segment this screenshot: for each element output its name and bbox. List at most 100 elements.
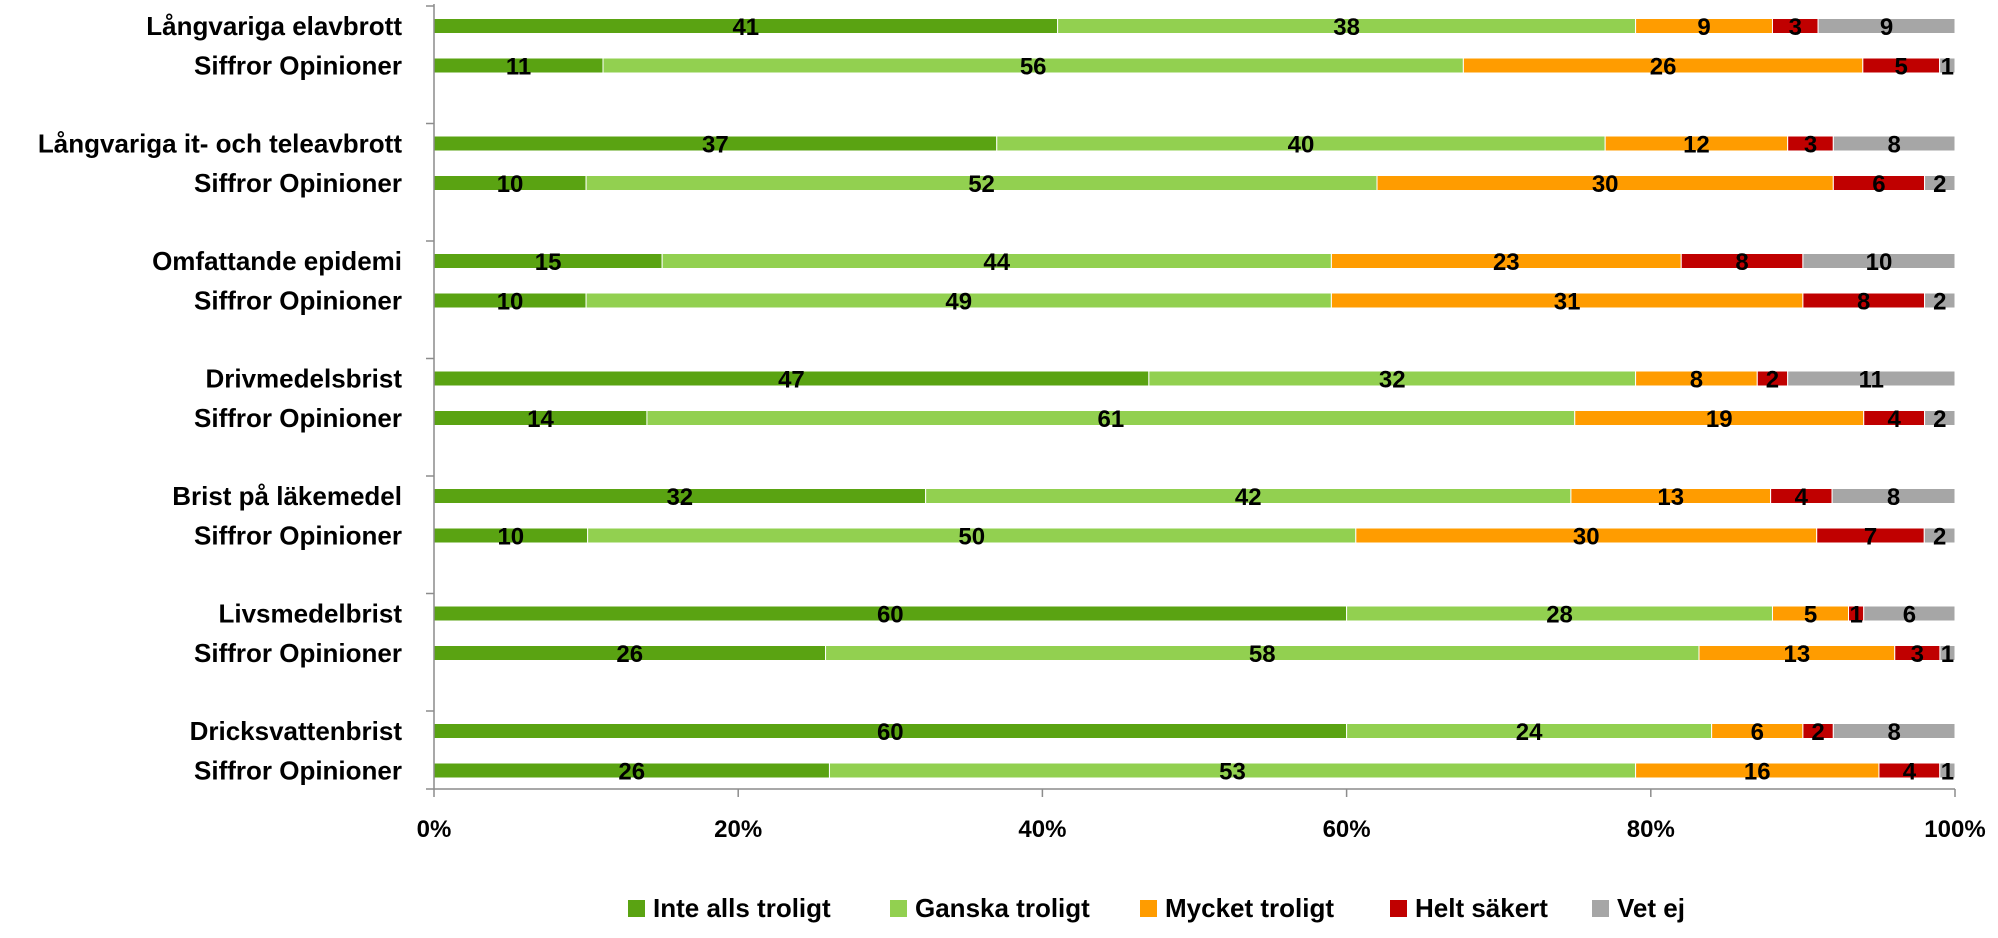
data-label: 6 (1751, 719, 1764, 746)
tick-labels-layer: 0% 20% 40% 60% 80% 100% (417, 816, 1986, 843)
data-label: 26 (618, 759, 645, 786)
data-label: 30 (1592, 171, 1619, 198)
data-label: 28 (1546, 602, 1573, 629)
x-tick-label: 40% (1018, 816, 1066, 843)
data-label: 1 (1941, 641, 1954, 668)
legend-swatch (628, 900, 645, 917)
data-label: 60 (877, 602, 904, 629)
data-label: 7 (1864, 524, 1877, 551)
category-label: Siffror Opinioner (194, 286, 402, 316)
category-label: Siffror Opinioner (194, 521, 402, 551)
category-label: Omfattande epidemi (152, 246, 402, 276)
category-label: Siffror Opinioner (194, 51, 402, 81)
legend-label: Vet ej (1617, 893, 1685, 923)
data-label: 60 (877, 719, 904, 746)
bar-segment (1802, 253, 1956, 269)
legend-swatch (890, 900, 907, 917)
data-label: 32 (1379, 367, 1406, 394)
data-label: 1 (1941, 54, 1954, 81)
bar-segment (1924, 410, 1956, 426)
bar-segment (1939, 57, 1956, 74)
data-label: 40 (1288, 132, 1315, 159)
data-label: 31 (1554, 289, 1581, 316)
category-label: Långvariga elavbrott (146, 11, 402, 41)
data-label: 8 (1735, 249, 1748, 276)
data-label: 24 (1516, 719, 1543, 746)
data-label: 49 (945, 289, 972, 316)
data-label: 5 (1804, 602, 1817, 629)
legend-label: Mycket troligt (1165, 893, 1334, 923)
bar-segment (1787, 370, 1956, 387)
data-label: 16 (1744, 759, 1771, 786)
data-label: 11 (1859, 367, 1884, 394)
data-label: 5 (1895, 54, 1908, 81)
data-label: 12 (1683, 132, 1710, 159)
bar-segment (1939, 645, 1956, 661)
x-tick-label: 100% (1924, 816, 1985, 843)
data-label: 10 (1866, 249, 1893, 276)
bar-segment (1863, 605, 1956, 622)
data-label: 42 (1235, 484, 1262, 511)
data-label: 1 (1849, 602, 1862, 629)
data-label: 10 (497, 524, 524, 551)
data-label: 8 (1857, 289, 1870, 316)
data-label: 4 (1887, 406, 1901, 433)
legend-label: Helt säkert (1415, 893, 1548, 923)
category-label: Dricksvattenbrist (190, 716, 403, 746)
bar-segment (1924, 175, 1956, 191)
data-label: 56 (1020, 54, 1047, 81)
axes-layer (426, 4, 1956, 797)
data-label: 4 (1903, 759, 1917, 786)
bar-segment (1923, 527, 1956, 544)
category-labels-layer: Långvariga elavbrott Siffror Opinioner Lån… (38, 11, 402, 786)
category-label: Siffror Opinioner (194, 756, 402, 786)
bar-segment (1939, 762, 1956, 779)
bar-segment (1832, 723, 1956, 739)
category-label: Siffror Opinioner (194, 168, 402, 198)
data-label: 10 (497, 171, 524, 198)
data-label: 61 (1097, 406, 1124, 433)
data-label: 2 (1933, 289, 1946, 316)
category-label: Drivmedelsbrist (205, 364, 402, 394)
category-label: Livsmedelbrist (218, 599, 402, 629)
data-label: 37 (702, 132, 729, 159)
legend-swatch (1592, 900, 1609, 917)
data-label: 52 (968, 171, 995, 198)
legend-swatch (1390, 900, 1407, 917)
data-label: 2 (1933, 406, 1946, 433)
x-tick-label: 20% (714, 816, 762, 843)
data-label: 41 (732, 14, 759, 41)
data-label: 8 (1690, 367, 1703, 394)
data-label: 14 (527, 406, 554, 433)
data-label: 13 (1657, 484, 1684, 511)
data-label: 26 (616, 641, 643, 668)
data-label: 32 (666, 484, 693, 511)
data-label: 8 (1887, 484, 1900, 511)
data-label: 47 (778, 367, 805, 394)
data-label: 4 (1795, 484, 1809, 511)
data-label: 8 (1887, 132, 1900, 159)
data-label: 15 (535, 249, 562, 276)
legend: Inte alls troligt Ganska troligt Mycket tr… (628, 893, 1685, 923)
data-label: 2 (1933, 171, 1946, 198)
legend-label: Ganska troligt (915, 893, 1090, 923)
data-label: 19 (1706, 406, 1733, 433)
data-label: 8 (1887, 719, 1900, 746)
category-label: Långvariga it- och teleavbrott (38, 129, 402, 159)
bar-segment (1924, 292, 1956, 309)
data-label: 30 (1573, 524, 1600, 551)
bar-segment (1832, 135, 1956, 152)
data-label: 9 (1697, 14, 1710, 41)
data-label: 6 (1872, 171, 1885, 198)
data-label: 1 (1941, 759, 1954, 786)
data-label: 44 (983, 249, 1010, 276)
data-label: 10 (497, 289, 524, 316)
data-label: 26 (1650, 54, 1677, 81)
data-label: 50 (958, 524, 985, 551)
data-label: 23 (1493, 249, 1520, 276)
data-label: 3 (1789, 14, 1802, 41)
bars-layer (433, 18, 1956, 779)
data-label: 6 (1903, 602, 1916, 629)
